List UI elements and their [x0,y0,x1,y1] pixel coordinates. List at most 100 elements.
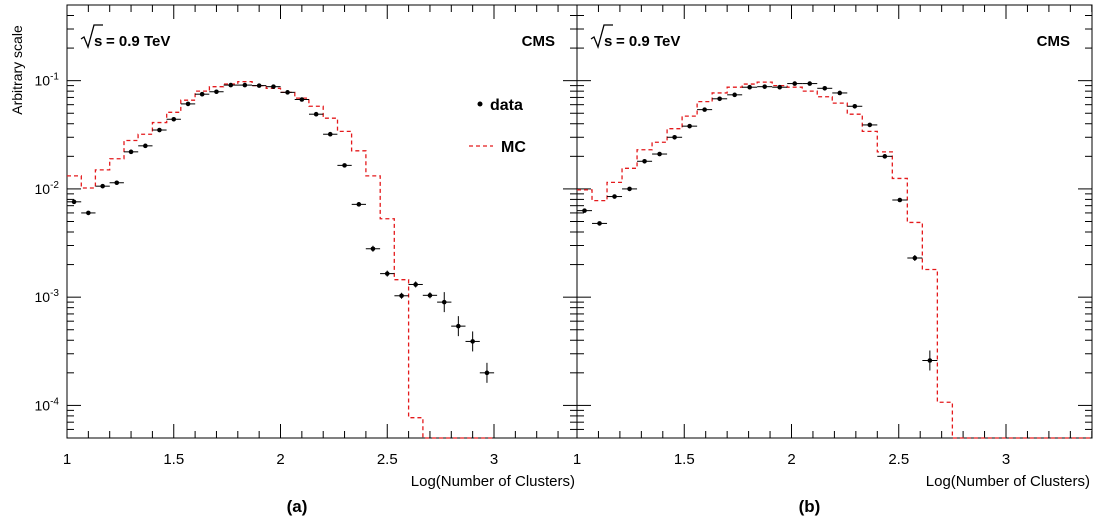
data-point-marker [747,84,752,90]
energy-label: = 0.9 TeV [616,33,680,50]
data-point-marker [484,370,490,376]
data-point [479,362,495,383]
data-point-marker [867,122,873,128]
data-point [772,84,788,90]
data-point-marker [242,82,248,88]
data-point-marker [384,271,390,276]
sqrt-s-letter: s [94,33,102,50]
data-point-marker [399,293,404,299]
x-tick-label: 1 [63,451,71,468]
data-point-marker [199,91,205,97]
data-point [294,97,310,102]
data-point-marker [837,90,843,96]
data-point-marker [427,293,433,298]
data-point [451,316,466,337]
data-point [109,180,124,186]
x-axis-title: Log(Number of Clusters) [411,473,575,490]
data-point-marker [912,255,918,261]
data-point-marker [271,84,276,89]
data-point-marker [228,82,234,88]
data-point-marker [256,83,262,88]
data-point [787,81,803,86]
data-point [123,149,139,155]
x-tick-label: 3 [490,451,498,468]
data-point [637,158,653,164]
sqrt-sign [80,24,103,50]
data-point [166,116,181,122]
data-point-marker [114,180,120,186]
data-point [742,84,758,90]
data-point [280,90,295,95]
data-point-marker [792,81,798,86]
data-point [365,245,381,252]
data-point-marker [582,208,587,213]
legend-data-marker [477,101,483,107]
data-point [832,90,848,96]
x-tick-label: 1 [573,451,581,468]
data-point [877,154,893,159]
mc-step-series [577,81,1092,439]
data-point-marker [672,134,677,140]
data-point [223,82,238,88]
data-point [652,151,668,157]
data-point-marker [470,339,475,344]
data-point-marker [299,97,305,102]
data-point [682,123,698,129]
data-point [817,86,833,91]
data-point-marker [852,103,858,109]
y-axis-label: Arbitrary scale [9,25,25,115]
data-point [323,131,338,137]
x-tick-label: 2.5 [888,451,909,468]
data-point [408,281,423,288]
x-tick-label: 3 [1002,451,1010,468]
x-tick-label: 2 [787,451,795,468]
data-point [309,111,324,117]
data-point-marker [642,158,647,164]
data-point [907,255,923,262]
panel-a: 10-4 10-3 10-2 10-1 [35,4,578,439]
data-point-marker [882,154,888,159]
data-point-marker [627,186,632,192]
data-point-marker [86,210,91,216]
energy-label: = 0.9 TeV [106,33,170,50]
data-point-marker [356,202,362,207]
data-point-marker [157,127,162,133]
data-point-marker [128,149,134,155]
data-point-marker [762,84,767,89]
data-point-marker [342,163,347,168]
data-point-marker [687,123,692,129]
data-point [592,221,608,226]
data-point [697,107,713,112]
x-axis-title: Log(Number of Clusters) [926,473,1090,490]
y-tick-label: 10-1 [35,72,60,89]
data-point [180,101,196,107]
plot-frame [66,4,578,439]
data-point [712,96,728,102]
data-point [465,331,480,352]
data-point [66,199,82,205]
data-point [607,194,623,199]
data-point [862,122,878,128]
data-point-marker [100,183,105,189]
data-point [802,81,818,86]
data-point [667,134,683,140]
data-point-marker [370,246,376,252]
legend-data-label: data [490,97,523,114]
experiment-label: CMS [1037,33,1070,50]
data-point-marker [657,151,662,157]
data-point [251,83,267,88]
data-point-marker [185,101,191,107]
data-point-marker [171,116,177,122]
data-point-marker [214,89,219,95]
data-point-marker [413,282,418,287]
data-point [237,82,252,88]
data-point-marker [702,107,707,112]
data-point-marker [441,299,447,305]
x-tick-label: 2.5 [377,451,398,468]
experiment-label: CMS [522,33,555,50]
data-point [622,186,638,192]
data-point [437,292,452,313]
data-point [152,127,167,133]
